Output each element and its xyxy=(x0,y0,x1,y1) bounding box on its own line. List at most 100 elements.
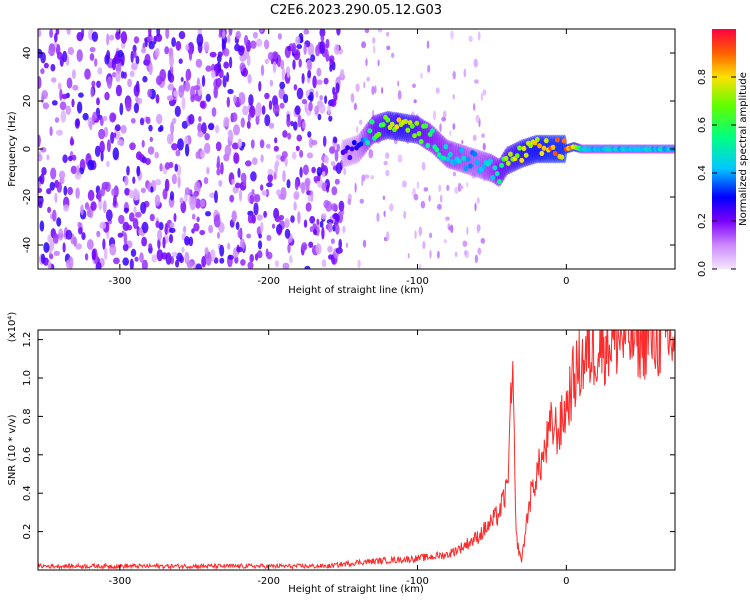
noise-speckle xyxy=(138,227,143,236)
noise-speckle xyxy=(303,29,310,35)
noise-speckle xyxy=(156,29,161,37)
noise-speckle xyxy=(343,167,346,176)
signal-point xyxy=(456,158,462,164)
noise-speckle xyxy=(233,95,237,104)
y-tick-label: 1.2 xyxy=(22,332,33,348)
noise-speckle xyxy=(171,37,177,48)
colorbar-tick-label: 0.6 xyxy=(697,117,708,133)
noise-speckle xyxy=(126,165,130,176)
noise-speckle xyxy=(454,251,458,258)
colorbar-label: Normalized spectral amplitude xyxy=(738,72,749,226)
noise-speckle xyxy=(482,89,487,96)
noise-speckle xyxy=(155,47,160,58)
noise-speckle xyxy=(278,214,285,221)
noise-speckle xyxy=(284,228,291,239)
noise-speckle xyxy=(133,36,140,44)
noise-speckle xyxy=(261,190,268,196)
noise-speckle xyxy=(204,142,211,154)
noise-speckle xyxy=(383,210,386,217)
colorbar-tick-label: 0.0 xyxy=(697,261,708,277)
noise-speckle xyxy=(194,181,201,195)
noise-speckle xyxy=(112,147,120,160)
noise-speckle xyxy=(213,257,219,264)
x-tick-label: -100 xyxy=(406,576,429,587)
noise-speckle xyxy=(228,29,233,36)
noise-speckle xyxy=(99,140,105,154)
noise-speckle xyxy=(359,198,364,204)
spectrogram-y-axis: -40 -20 0 20 40 xyxy=(22,47,675,253)
noise-speckle xyxy=(299,166,303,178)
noise-speckle xyxy=(189,197,196,211)
snr-x-axis: -300 -200 -100 0 xyxy=(109,330,570,587)
noise-speckle xyxy=(316,166,323,177)
noise-speckle xyxy=(383,161,388,166)
signal-point xyxy=(403,118,408,124)
noise-speckle xyxy=(71,69,76,80)
noise-speckle xyxy=(168,234,174,244)
y-tick-label: 0.2 xyxy=(22,524,33,540)
noise-speckle xyxy=(179,255,184,264)
noise-speckle xyxy=(164,223,168,236)
noise-speckle xyxy=(302,164,309,176)
snr-y-label: SNR (10 * v/v) xyxy=(7,414,18,485)
noise-speckle xyxy=(123,71,127,79)
noise-speckle xyxy=(259,29,264,33)
noise-speckle xyxy=(237,138,243,148)
noise-speckle xyxy=(97,67,103,75)
noise-speckle xyxy=(448,226,452,231)
snr-panel: -300 -200 -100 0 0.2 0.4 0.6 0.8 1.0 1.2 Height … xyxy=(7,312,676,595)
noise-speckle xyxy=(217,231,220,239)
noise-speckle xyxy=(301,242,308,251)
noise-speckle xyxy=(272,103,280,115)
noise-speckle xyxy=(402,180,407,188)
noise-speckle xyxy=(325,200,332,212)
signal-point xyxy=(474,159,480,166)
signal-point xyxy=(380,122,386,128)
noise-speckle xyxy=(201,255,207,268)
noise-speckle xyxy=(130,118,136,124)
noise-speckle xyxy=(330,98,337,107)
noise-speckle xyxy=(101,181,109,190)
noise-speckle xyxy=(302,121,306,129)
noise-speckle xyxy=(308,241,314,248)
noise-speckle xyxy=(414,230,417,239)
noise-speckle xyxy=(246,54,251,66)
noise-speckle xyxy=(135,151,143,161)
noise-speckle xyxy=(201,75,206,87)
signal-point xyxy=(347,154,353,161)
noise-speckle xyxy=(155,33,163,42)
noise-speckle xyxy=(130,248,137,257)
noise-speckle xyxy=(247,74,252,84)
noise-speckle xyxy=(231,178,236,185)
noise-speckle xyxy=(185,44,190,51)
noise-speckle xyxy=(316,67,322,77)
noise-speckle xyxy=(250,40,257,49)
noise-speckle xyxy=(87,189,95,201)
noise-speckle xyxy=(321,171,326,178)
noise-speckle xyxy=(123,232,128,246)
noise-speckle xyxy=(89,46,96,53)
noise-speckle xyxy=(125,99,132,112)
snr-x-label: Height of straight line (km) xyxy=(288,584,424,595)
noise-speckle xyxy=(336,29,341,36)
noise-speckle xyxy=(364,174,370,179)
signal-point xyxy=(418,139,424,145)
noise-speckle xyxy=(332,61,336,71)
noise-speckle xyxy=(328,254,334,260)
noise-speckle xyxy=(254,194,261,203)
noise-speckle xyxy=(89,120,93,131)
noise-speckle xyxy=(321,226,325,240)
noise-speckle xyxy=(66,29,71,35)
noise-speckle xyxy=(167,95,174,101)
noise-speckle xyxy=(329,64,333,72)
noise-speckle xyxy=(154,151,159,159)
signal-point xyxy=(468,163,473,169)
noise-speckle xyxy=(413,99,417,104)
noise-speckle xyxy=(355,83,360,92)
noise-speckle xyxy=(423,187,429,192)
noise-speckle xyxy=(377,59,380,67)
noise-speckle xyxy=(46,154,50,161)
noise-speckle xyxy=(334,44,340,55)
noise-speckle xyxy=(263,210,267,218)
noise-speckle xyxy=(129,70,135,78)
